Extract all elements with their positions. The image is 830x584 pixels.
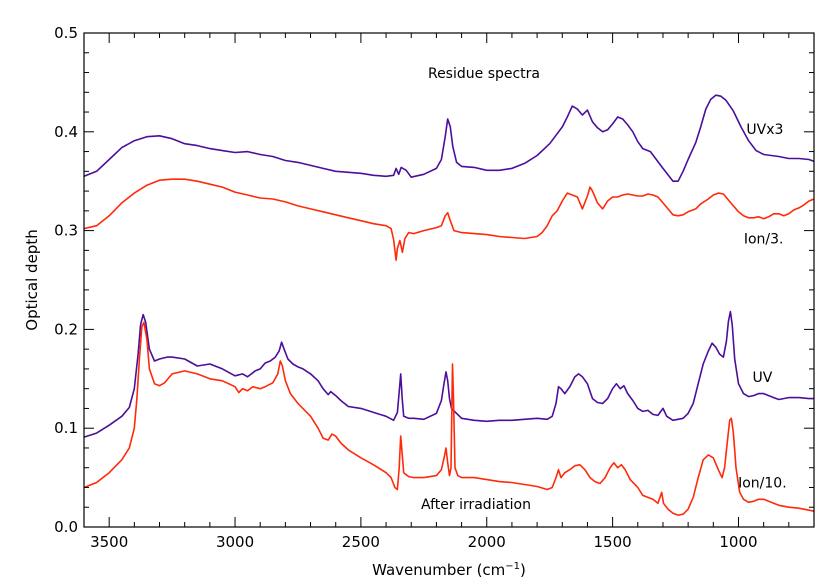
x-tick-label: 2000	[468, 533, 506, 551]
y-tick-label: 0.5	[54, 24, 78, 42]
x-tick-label: 1000	[719, 533, 757, 551]
x-tick-label: 3500	[90, 533, 128, 551]
series-label-3: UV	[752, 370, 772, 386]
series-line-1	[83, 94, 815, 182]
x-tick-label: 2500	[342, 533, 380, 551]
x-axis-title-exp: −1	[505, 561, 520, 572]
y-tick-label: 0.0	[54, 518, 78, 536]
series-label-1: UVx3	[746, 122, 783, 138]
annotation-bottom: After irradiation	[421, 497, 531, 513]
y-tick-label: 0.2	[54, 320, 78, 338]
series-labels-layer: UVx3 Ion/3. UV Ion/10.	[738, 122, 787, 492]
y-axis-title: Optical depth	[23, 229, 41, 330]
x-axis-title-close: )	[520, 561, 526, 579]
series-label-2: Ion/3.	[744, 232, 784, 248]
x-tick-label: 1500	[594, 533, 632, 551]
annotation-top: Residue spectra	[428, 66, 540, 82]
x-tick-label: 3000	[216, 533, 254, 551]
y-tick-label: 0.4	[54, 123, 78, 141]
x-axis-title-main: Wavenumber (cm	[372, 561, 505, 579]
ticks-layer	[83, 32, 815, 528]
series-layer	[83, 94, 815, 516]
y-tick-label: 0.3	[54, 222, 78, 240]
series-line-3	[83, 310, 814, 438]
series-label-4: Ion/10.	[738, 476, 787, 492]
y-tick-label: 0.1	[54, 419, 78, 437]
series-line-4	[83, 321, 815, 516]
plot-frame	[83, 32, 815, 528]
series-line-2	[83, 178, 815, 261]
tick-labels-layer: 3500 3000 2500 2000 1500 1000 0.0 0.1 0.2 0.3 0.4 0…	[54, 24, 757, 551]
x-axis-title: Wavenumber (cm−1)	[372, 561, 526, 579]
